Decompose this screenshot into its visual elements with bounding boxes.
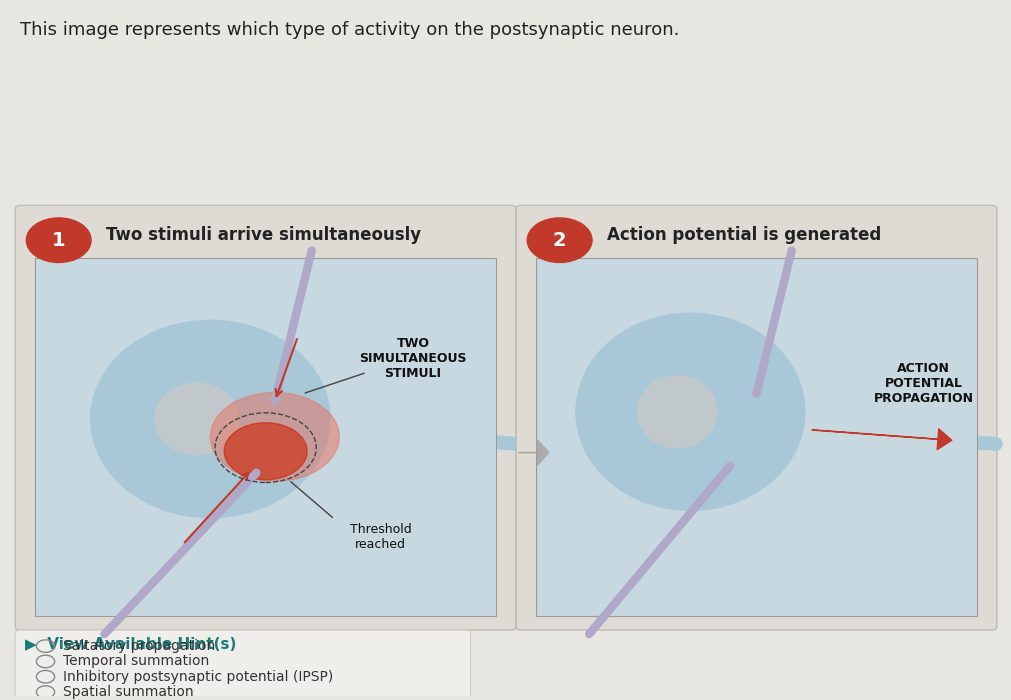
FancyArrowPatch shape <box>595 370 687 411</box>
FancyArrowPatch shape <box>212 342 291 417</box>
Text: Threshold
reached: Threshold reached <box>350 524 411 552</box>
Ellipse shape <box>575 313 804 510</box>
FancyBboxPatch shape <box>15 205 516 630</box>
Text: ACTION
POTENTIAL
PROPAGATION: ACTION POTENTIAL PROPAGATION <box>872 362 973 405</box>
FancyBboxPatch shape <box>15 630 470 700</box>
FancyArrowPatch shape <box>595 412 687 440</box>
FancyArrowPatch shape <box>166 421 208 489</box>
Text: TWO
SIMULTANEOUS
STIMULI: TWO SIMULTANEOUS STIMULI <box>359 337 466 379</box>
Text: 1: 1 <box>52 231 66 250</box>
Circle shape <box>527 218 591 262</box>
FancyArrowPatch shape <box>519 440 548 465</box>
FancyBboxPatch shape <box>35 258 495 616</box>
Circle shape <box>26 218 91 262</box>
Ellipse shape <box>91 321 330 517</box>
Ellipse shape <box>155 383 238 455</box>
FancyBboxPatch shape <box>536 258 976 616</box>
Ellipse shape <box>637 376 716 447</box>
FancyArrowPatch shape <box>691 314 711 409</box>
FancyArrowPatch shape <box>111 420 207 447</box>
FancyArrowPatch shape <box>811 429 951 449</box>
FancyBboxPatch shape <box>516 205 996 630</box>
FancyArrowPatch shape <box>337 430 516 444</box>
FancyArrowPatch shape <box>803 430 995 444</box>
FancyArrowPatch shape <box>211 321 233 416</box>
FancyArrowPatch shape <box>647 414 688 481</box>
Text: Spatial summation: Spatial summation <box>63 685 193 699</box>
Text: 2: 2 <box>552 231 566 250</box>
Circle shape <box>210 393 339 481</box>
Text: ▶  View Available Hint(s): ▶ View Available Hint(s) <box>25 637 237 652</box>
Text: Action potential is generated: Action potential is generated <box>607 226 881 244</box>
Text: Inhibitory postsynaptic potential (IPSP): Inhibitory postsynaptic potential (IPSP) <box>63 670 333 684</box>
Circle shape <box>224 423 306 480</box>
Text: This image represents which type of activity on the postsynaptic neuron.: This image represents which type of acti… <box>20 21 679 39</box>
FancyArrowPatch shape <box>111 377 207 418</box>
Text: Temporal summation: Temporal summation <box>63 654 209 668</box>
Text: Two stimuli arrive simultaneously: Two stimuli arrive simultaneously <box>106 226 421 244</box>
Text: Saltatory propagation: Saltatory propagation <box>63 639 214 653</box>
